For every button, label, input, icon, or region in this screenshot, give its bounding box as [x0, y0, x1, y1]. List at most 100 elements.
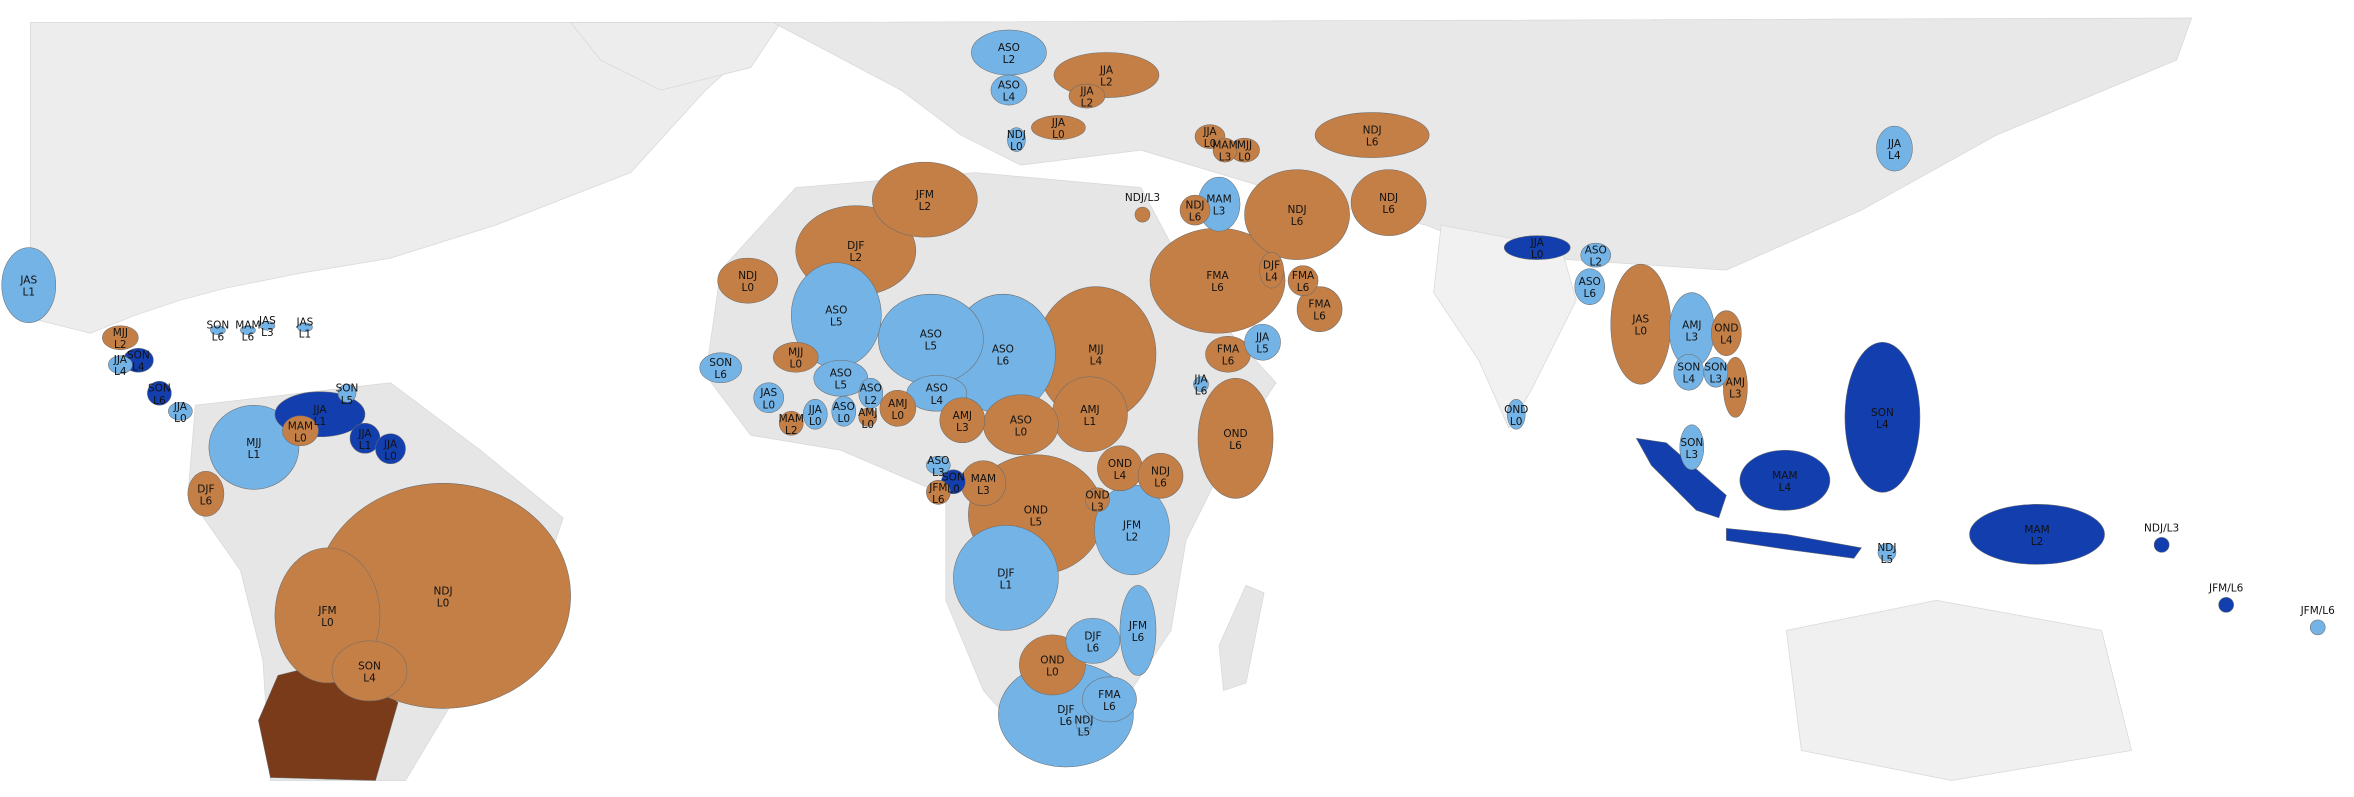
region-shape	[1739, 450, 1831, 511]
lead-label: L6	[1313, 311, 1326, 323]
region-label: JJA L6	[1193, 374, 1208, 398]
region-label: ASO L0	[1010, 414, 1032, 438]
season-label: OND	[1504, 404, 1528, 416]
region-shape	[259, 320, 276, 331]
region-shape	[1193, 376, 1209, 393]
season-label: OND	[1223, 428, 1247, 440]
region-label: SON L4	[127, 350, 150, 374]
lead-label: L3	[1686, 332, 1699, 344]
season-label: DJF	[1084, 630, 1101, 642]
lead-label: L6	[1382, 204, 1395, 216]
season-label: DJF	[197, 483, 214, 495]
region-shape	[337, 383, 357, 403]
lead-label: L0	[1015, 426, 1028, 438]
season-label: FMA	[1217, 344, 1240, 356]
island-marker	[2309, 619, 2326, 636]
lead-label: L6	[1366, 137, 1379, 149]
lead-label: L4	[1003, 92, 1016, 104]
region-shape	[187, 471, 225, 517]
season-label: SON	[148, 383, 171, 395]
island-marker	[1134, 206, 1151, 223]
season-label: OND	[1108, 458, 1132, 470]
season-label: ASO	[926, 383, 948, 395]
region-shape	[803, 398, 828, 430]
season-label: NDJ	[1151, 465, 1170, 477]
season-label: OND	[1085, 489, 1109, 501]
season-label: SON	[206, 320, 229, 332]
season-label: SON	[1677, 362, 1700, 374]
region-shape	[240, 325, 256, 335]
season-label: ASO	[1585, 245, 1607, 257]
season-label: MJJ	[788, 347, 803, 359]
region-label: DJF L6	[1057, 704, 1074, 728]
season-label: FMA	[1308, 299, 1331, 311]
region-label: SON L6	[148, 383, 171, 407]
region-label: NDJ L5	[1877, 542, 1896, 566]
region-label: JJA L0	[173, 401, 188, 425]
region-label: SON L6	[206, 320, 229, 344]
region-shape	[872, 161, 978, 238]
region-label: JJA L1	[312, 404, 327, 428]
lead-label: L4	[1683, 374, 1696, 386]
region-label: JFM L6	[1128, 620, 1147, 644]
lead-label: L6	[1583, 288, 1596, 300]
season-label: MAM	[971, 473, 996, 485]
season-label: JFM	[915, 189, 934, 201]
lead-label: L4	[114, 366, 127, 378]
season-label: ASO	[825, 305, 847, 317]
region-shape	[1076, 717, 1092, 733]
season-label: JFM	[317, 605, 336, 617]
lead-label: L5	[835, 380, 848, 392]
region-label: NDJ L5	[1074, 714, 1093, 738]
region-shape	[1287, 265, 1319, 296]
season-label: JJA	[808, 404, 823, 416]
season-label: MJJ	[1088, 344, 1103, 356]
region-shape	[1580, 242, 1612, 268]
region-shape	[147, 380, 172, 406]
season-label: ASO	[830, 368, 852, 380]
region-label: MAM L3	[971, 473, 996, 497]
season-label: MAM	[1772, 470, 1797, 482]
region-shape	[753, 382, 785, 414]
season-label: JAS	[258, 315, 276, 327]
lead-label: L0	[762, 399, 775, 411]
region-shape	[858, 377, 884, 409]
lead-label: L0	[437, 597, 450, 609]
season-label: FMA	[1098, 689, 1121, 701]
season-label: NDJ	[738, 270, 757, 282]
lead-label: L0	[1635, 326, 1648, 338]
lead-label: L3	[1710, 374, 1723, 386]
region-shape	[1068, 83, 1106, 109]
season-label: JJA	[1530, 237, 1545, 249]
season-label: JJA	[113, 354, 128, 366]
region-shape	[1506, 398, 1526, 430]
region-shape	[297, 322, 313, 332]
region-label: JFM L6	[928, 482, 947, 506]
season-label: JFM	[1128, 620, 1147, 632]
lead-label: L6	[200, 495, 213, 507]
region-shape	[210, 325, 226, 335]
lead-label: L3	[1219, 152, 1232, 164]
lead-label: L2	[1100, 77, 1113, 89]
region-label: JAS L1	[19, 275, 37, 299]
region-shape	[813, 359, 869, 397]
region-label: SON L4	[1871, 407, 1894, 431]
region-shape	[939, 397, 986, 444]
island-marker	[2218, 597, 2234, 613]
season-label: NDJ	[1877, 542, 1896, 554]
season-label: SON	[709, 357, 732, 369]
season-label: DJF	[1057, 704, 1074, 716]
lead-label: L6	[242, 332, 255, 344]
region-shape	[1503, 235, 1571, 260]
region-shape	[1877, 543, 1897, 562]
season-label: NDJ	[1185, 200, 1204, 212]
region-label: DJF L1	[997, 567, 1014, 591]
lead-label: L5	[1030, 516, 1043, 528]
lead-label: L2	[1126, 531, 1139, 543]
season-label: OND	[1040, 654, 1064, 666]
season-label: JAS	[759, 387, 777, 399]
season-label: MJJ	[113, 327, 128, 339]
region-label: ASO L5	[830, 368, 852, 392]
